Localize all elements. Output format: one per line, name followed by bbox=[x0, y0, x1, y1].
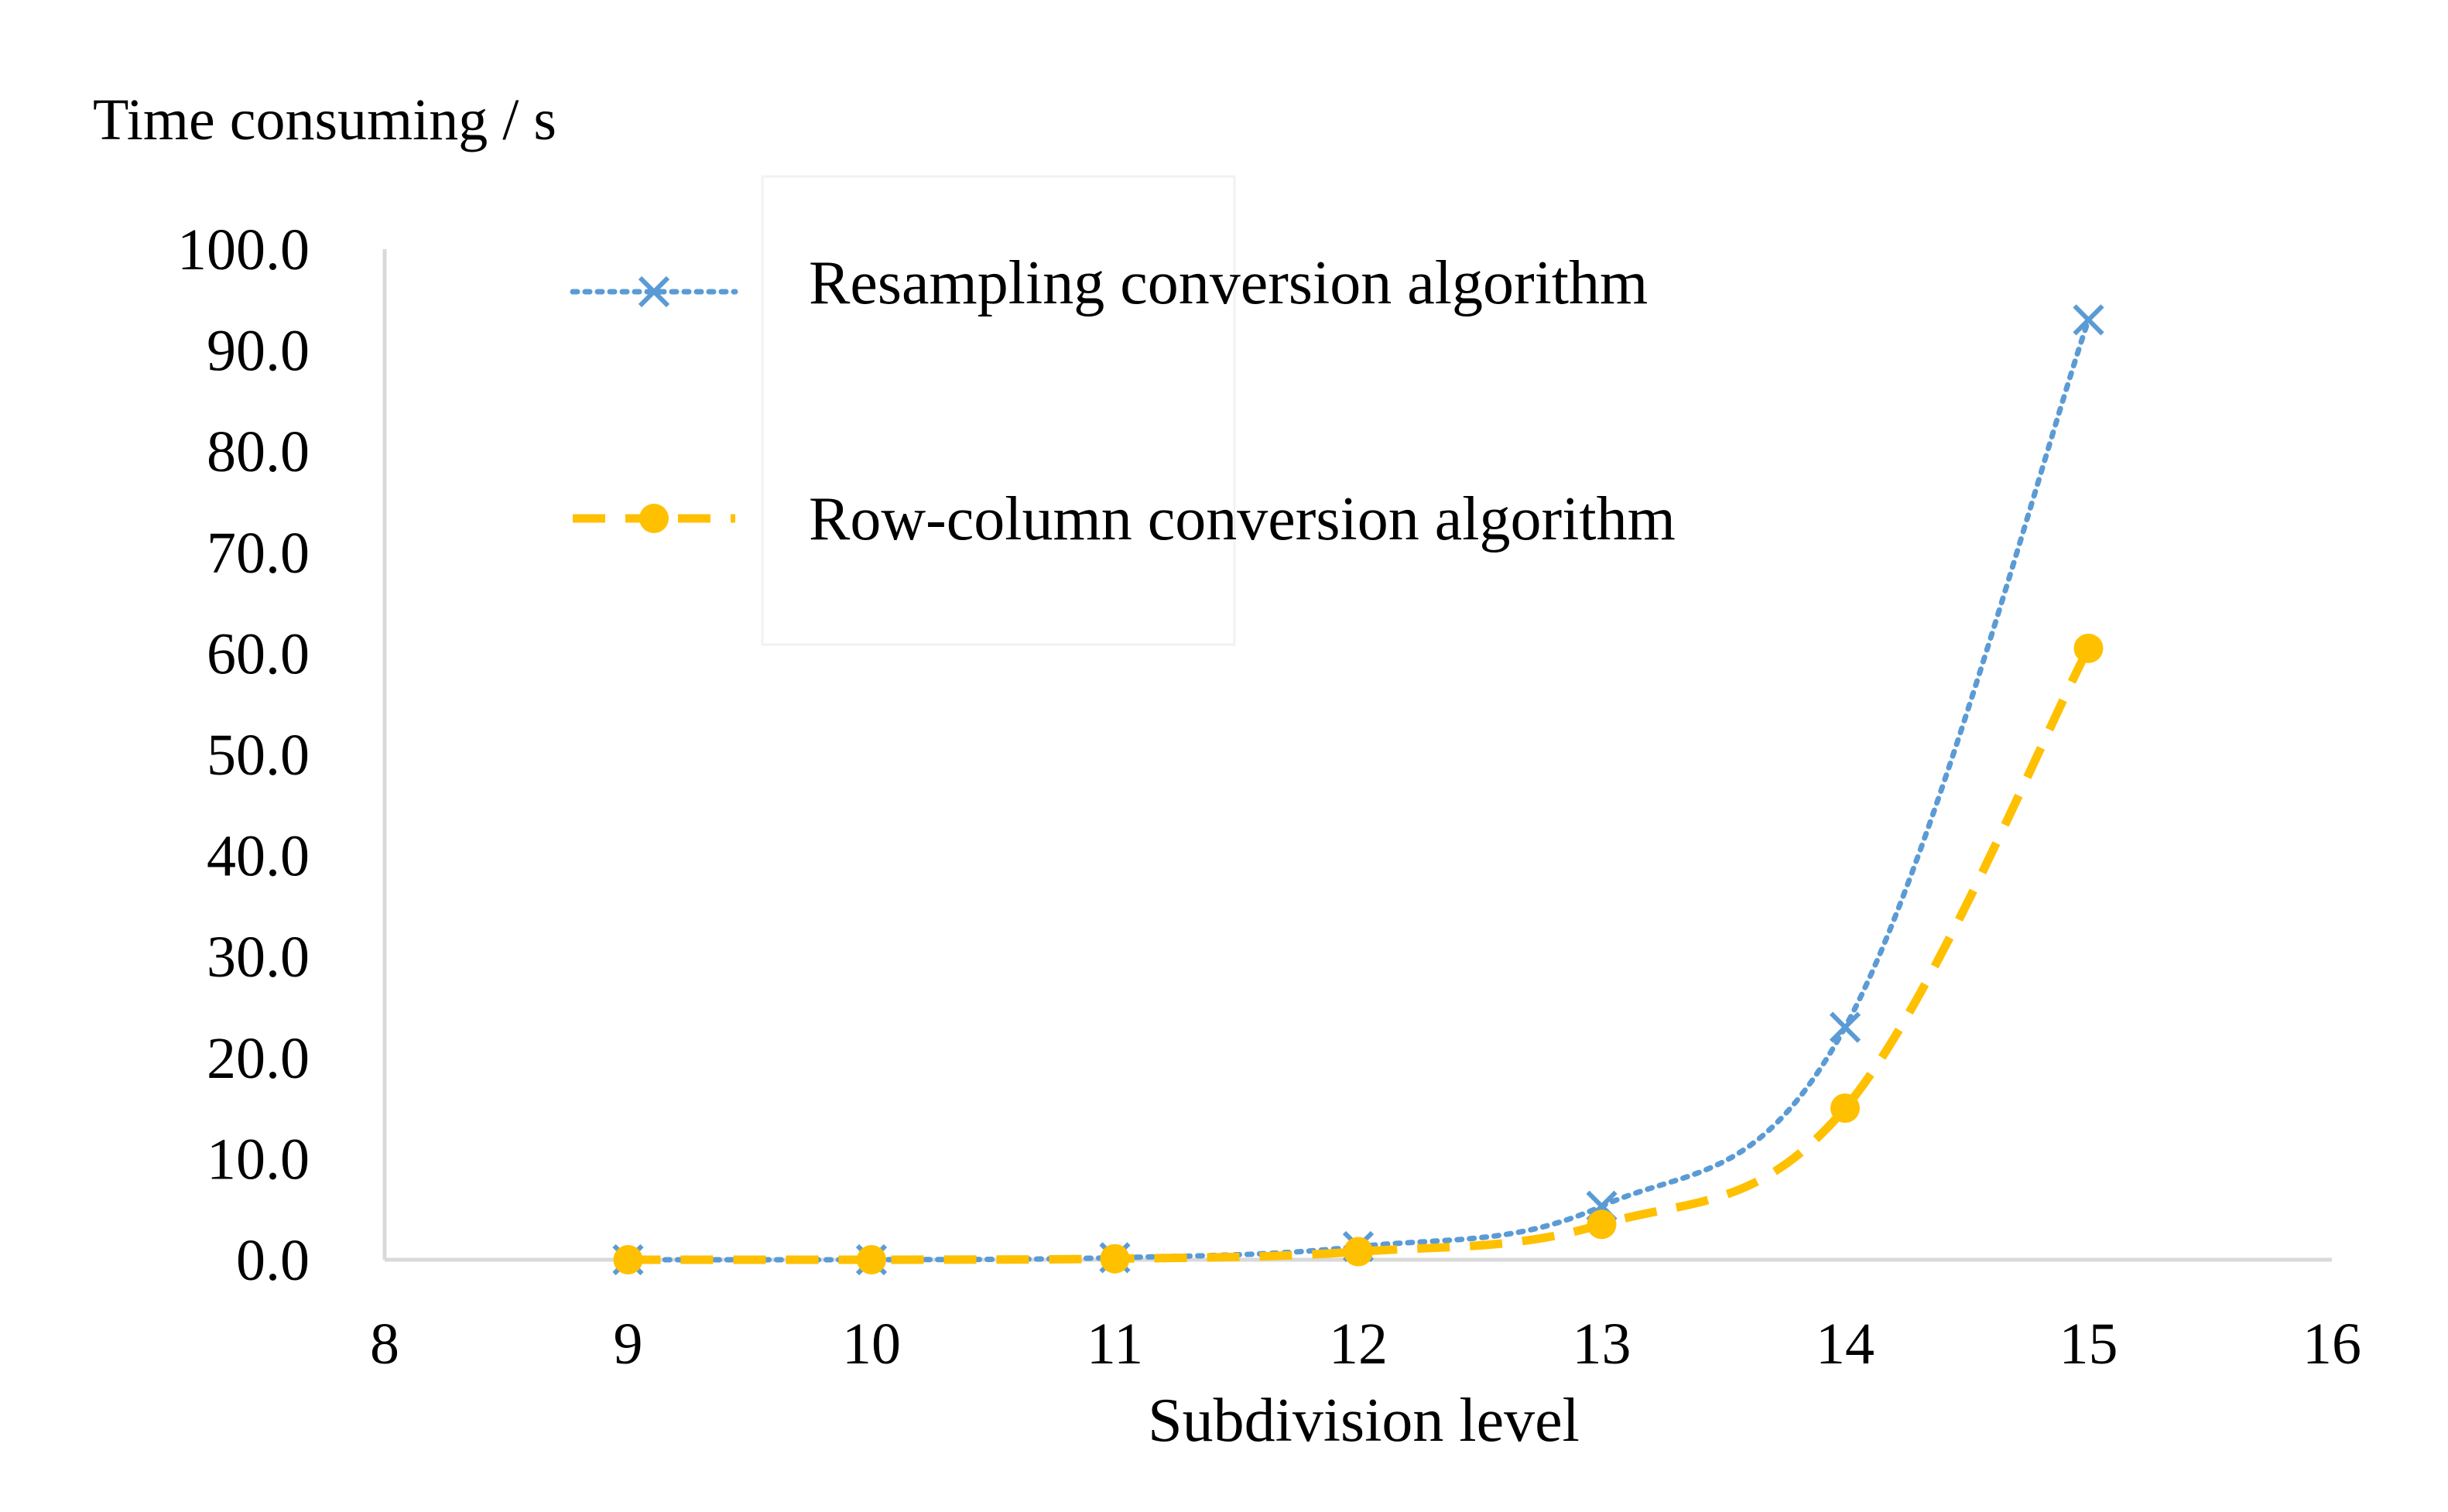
x-tick-labels: 8 9 10 11 12 13 14 15 16 bbox=[370, 1312, 2361, 1377]
y-tick-label: 100.0 bbox=[177, 217, 310, 282]
x-tick-label: 9 bbox=[614, 1312, 643, 1377]
x-tick-label: 11 bbox=[1087, 1312, 1143, 1377]
legend-label-row-column: Row-column conversion algorithm bbox=[809, 485, 1676, 553]
y-tick-label: 50.0 bbox=[207, 723, 310, 788]
data-point-row-column bbox=[1100, 1243, 1130, 1274]
data-point-row-column bbox=[1344, 1237, 1373, 1267]
data-point-resampling bbox=[2073, 304, 2104, 336]
legend-marker-dot bbox=[639, 504, 669, 533]
series-layer bbox=[612, 304, 2104, 1276]
y-tick-label: 0.0 bbox=[236, 1228, 310, 1293]
data-point-resampling bbox=[1829, 1011, 1861, 1043]
x-axis-label: Subdivision level bbox=[1148, 1387, 1580, 1455]
data-point-row-column bbox=[857, 1245, 886, 1274]
x-tick-label: 14 bbox=[1816, 1312, 1875, 1377]
legend-marker-resampling bbox=[638, 275, 670, 308]
x-tick-label: 12 bbox=[1329, 1312, 1388, 1377]
y-tick-label: 10.0 bbox=[207, 1127, 310, 1192]
y-tick-label: 90.0 bbox=[207, 319, 310, 384]
x-tick-label: 15 bbox=[2059, 1312, 2118, 1377]
y-tick-label: 40.0 bbox=[207, 824, 310, 889]
data-point-row-column bbox=[1587, 1209, 1617, 1240]
series-line-resampling bbox=[625, 316, 2091, 1263]
legend-label-resampling: Resampling conversion algorithm bbox=[809, 249, 1648, 317]
x-tick-label: 8 bbox=[370, 1312, 399, 1377]
y-axis-label: Time consuming / s bbox=[93, 87, 556, 152]
legend-marker-row-column bbox=[639, 504, 669, 533]
x-tick-label: 10 bbox=[842, 1312, 901, 1377]
data-point-row-column bbox=[613, 1245, 643, 1274]
legend-marker-x bbox=[638, 275, 670, 308]
series-line-row-column bbox=[628, 646, 2093, 1264]
legend-box bbox=[761, 175, 1236, 646]
x-tick-label: 16 bbox=[2302, 1312, 2361, 1377]
legend: Resampling conversion algorithm Row-colu… bbox=[570, 175, 1676, 646]
x-tick-label: 13 bbox=[1573, 1312, 1631, 1377]
y-tick-label: 60.0 bbox=[207, 621, 310, 686]
data-point-row-column bbox=[2073, 633, 2104, 663]
y-tick-label: 20.0 bbox=[207, 1026, 310, 1091]
y-tick-label: 80.0 bbox=[207, 419, 310, 484]
data-point-row-column bbox=[1830, 1093, 1860, 1124]
y-tick-label: 30.0 bbox=[207, 925, 310, 990]
y-tick-labels: 0.0 10.0 20.0 30.0 40.0 50.0 60.0 70.0 80.0 90.0 1… bbox=[177, 217, 310, 1293]
y-tick-label: 70.0 bbox=[207, 521, 310, 586]
